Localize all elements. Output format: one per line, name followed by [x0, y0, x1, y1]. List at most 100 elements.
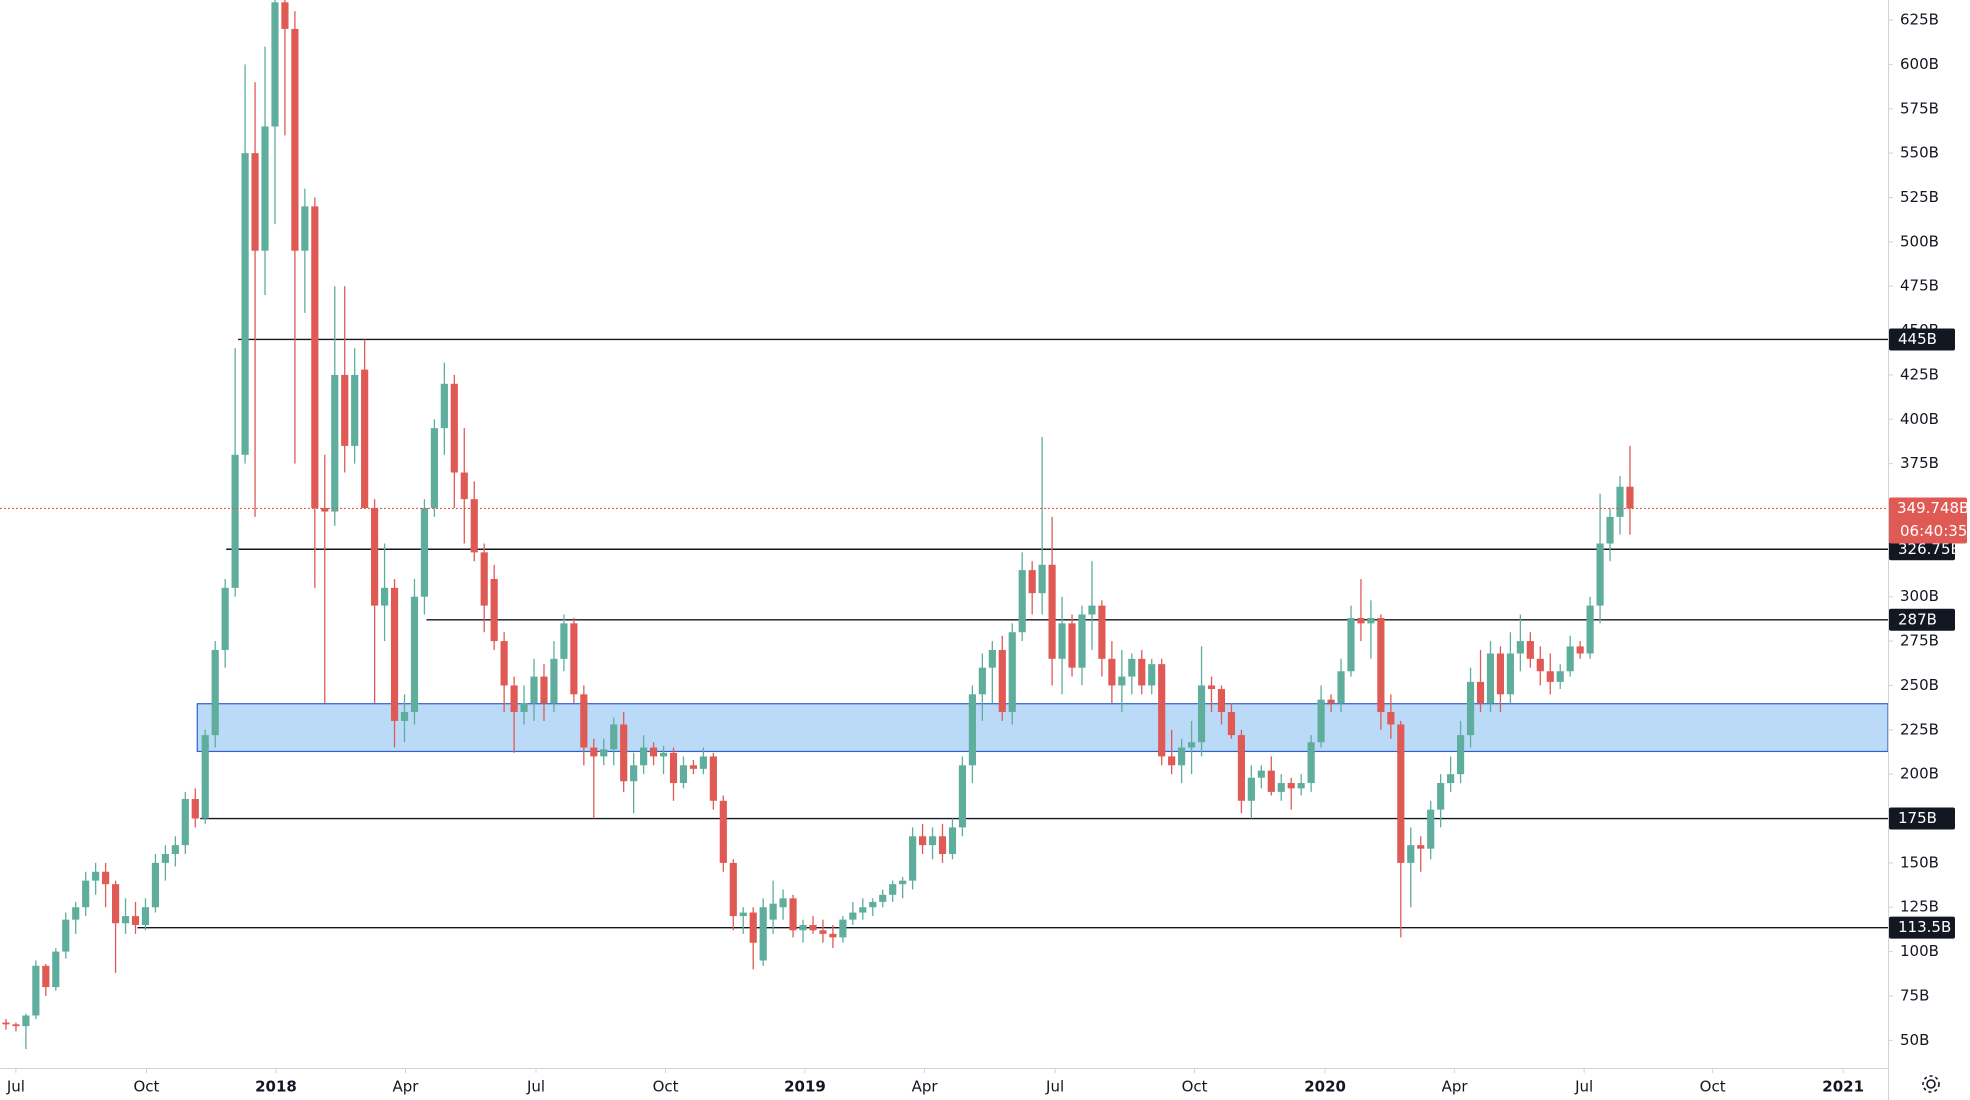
candle-body [1088, 605, 1096, 615]
level-label-box [1889, 916, 1955, 939]
candle-body [1327, 699, 1335, 704]
candle-body [22, 1015, 30, 1027]
candle-body [1068, 623, 1076, 668]
candle-body [1417, 845, 1425, 849]
candle-body [201, 735, 209, 819]
candle-body [231, 454, 239, 588]
x-tick-label: Jul [1574, 1078, 1593, 1096]
candle-body [291, 28, 299, 251]
y-tick-label: 225B [1900, 720, 1939, 738]
candle-body [251, 153, 259, 251]
candle-body [640, 747, 648, 766]
candle-body [321, 508, 329, 512]
candle-body [889, 884, 897, 895]
candle-body [669, 752, 678, 784]
candle-body [191, 799, 199, 819]
candle-body [241, 153, 249, 455]
candle-body [1207, 685, 1216, 689]
level-label: 326.75B [1898, 540, 1961, 558]
candle-body [301, 206, 309, 251]
candle-body [52, 951, 60, 988]
candle-body [1237, 735, 1245, 801]
candle-body [1138, 658, 1146, 686]
x-tick-label: Apr [1442, 1078, 1469, 1096]
candle-body [1028, 570, 1036, 594]
candle-body [1576, 646, 1584, 654]
level-label: 287B [1898, 610, 1937, 628]
candle-body [1407, 845, 1415, 863]
y-tick-label: 150B [1900, 853, 1939, 871]
candle-body [102, 871, 110, 885]
x-tick-label: Oct [1700, 1078, 1726, 1096]
candle-body [1496, 653, 1505, 695]
candle-body [1287, 783, 1295, 789]
candle-body [1586, 605, 1594, 654]
axes: 50B 75B 100B 125B 150B 175B 200B 225B 250B 275B 30… [6, 11, 1969, 1096]
candle-body [410, 596, 419, 713]
candle-body [32, 965, 40, 1016]
level-label-box [1889, 538, 1955, 561]
candle-body [968, 694, 976, 766]
level-label: 175B [1898, 809, 1937, 827]
candle-body [998, 649, 1006, 713]
candle-body [909, 836, 917, 881]
candle-body [879, 894, 887, 902]
candle-body [490, 578, 498, 642]
candle-body [390, 587, 399, 721]
candle-body [1606, 516, 1614, 544]
level-label: 445B [1898, 330, 1937, 348]
candle-body [540, 676, 548, 704]
candle-body [460, 472, 468, 500]
candle-body [819, 930, 827, 934]
candle-body [1108, 658, 1116, 686]
level-label-box [1889, 328, 1955, 351]
candle-body [1506, 653, 1514, 695]
candle-body [918, 836, 927, 846]
candle-body [948, 827, 957, 855]
candle-body [530, 676, 538, 704]
x-tick-label: Jul [6, 1078, 25, 1096]
candle-body [699, 756, 707, 769]
candle-body [450, 383, 458, 473]
candle-body [630, 765, 638, 782]
candle-body [1337, 671, 1345, 704]
y-tick-label: 250B [1900, 676, 1939, 694]
candle-body [510, 685, 518, 713]
candle-body [1008, 632, 1016, 713]
candle-body [759, 907, 767, 961]
candle-body [1377, 618, 1385, 713]
candle-body [400, 712, 409, 721]
candle-body [111, 884, 120, 924]
candle-body [570, 623, 578, 695]
candle-body [829, 933, 837, 938]
candle-body [659, 752, 668, 757]
candle-body [739, 912, 747, 917]
candle-body [1118, 676, 1126, 686]
x-tick-label: Oct [1182, 1078, 1208, 1096]
candle-body [839, 919, 847, 938]
candle-body [1018, 570, 1026, 633]
y-tick-label: 275B [1900, 632, 1939, 650]
x-tick-label: 2020 [1304, 1078, 1346, 1096]
y-tick-label: 100B [1900, 942, 1939, 960]
candle-body [1437, 783, 1445, 810]
y-tick-label: 425B [1900, 365, 1939, 383]
candle-body [1217, 688, 1226, 713]
y-tick-label: 400B [1900, 410, 1939, 428]
candle-body [141, 907, 150, 925]
candle-body [560, 623, 568, 659]
plot-area [0, 0, 1888, 1050]
candle-body [211, 649, 219, 736]
candle-body [261, 126, 269, 251]
candle-body [789, 898, 797, 931]
candle-body [500, 641, 508, 686]
candle-body [62, 919, 70, 952]
candle-body [181, 799, 189, 846]
x-tick-label: 2018 [255, 1078, 297, 1096]
candle-body [311, 206, 319, 509]
x-tick-label: Apr [393, 1078, 420, 1096]
candle-body [1536, 658, 1544, 672]
settings-icon[interactable] [1922, 1075, 1940, 1093]
y-tick-label: 75B [1900, 986, 1929, 1004]
candle-body [1347, 618, 1355, 672]
